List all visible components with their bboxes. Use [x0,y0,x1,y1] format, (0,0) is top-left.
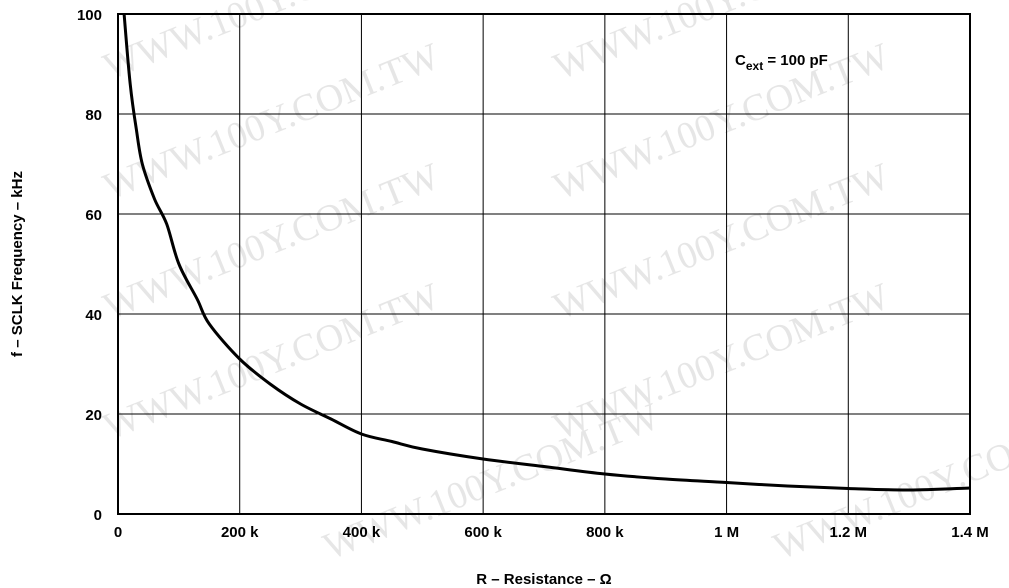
x-tick-label: 200 k [221,524,259,541]
x-axis-label: R – Resistance – Ω [476,571,611,588]
x-tick-label: 1.2 M [830,524,868,541]
y-tick-label: 100 [77,7,102,24]
x-tick-label: 0 [114,524,122,541]
y-tick-label: 20 [85,407,102,424]
x-tick-label: 800 k [586,524,624,541]
capacitance-annotation: Cext = 100 pF [735,52,828,73]
y-tick-label: 60 [85,207,102,224]
grid-lines [118,14,970,514]
y-axis-label: f – SCLK Frequency – kHz [9,171,26,357]
annotation-main: C [735,52,746,69]
watermark-text: WWW.100Y.COM.TW [768,395,1009,568]
annotation-rest: = 100 pF [763,52,828,69]
x-tick-label: 1 M [714,524,739,541]
plot-frame [117,13,971,515]
y-tick-label: 80 [85,107,102,124]
frequency-curve [122,13,971,492]
y-tick-label: 40 [85,307,102,324]
annotation-sub: ext [746,59,763,73]
x-tick-labels: 0 200 k 400 k 600 k 800 k 1 M 1.2 M 1.4 M [114,524,989,541]
x-tick-label: 400 k [343,524,381,541]
y-tick-label: 0 [94,507,102,524]
watermark-layer: WWW.100Y.COM.TW WWW.100Y.COM.TWWWW.100Y.C… [98,0,1009,568]
watermark-text: WWW.100Y.COM.TW [318,395,666,568]
x-tick-label: 600 k [464,524,502,541]
y-tick-labels: 0 20 40 60 80 100 [77,7,102,524]
x-tick-label: 1.4 M [951,524,989,541]
